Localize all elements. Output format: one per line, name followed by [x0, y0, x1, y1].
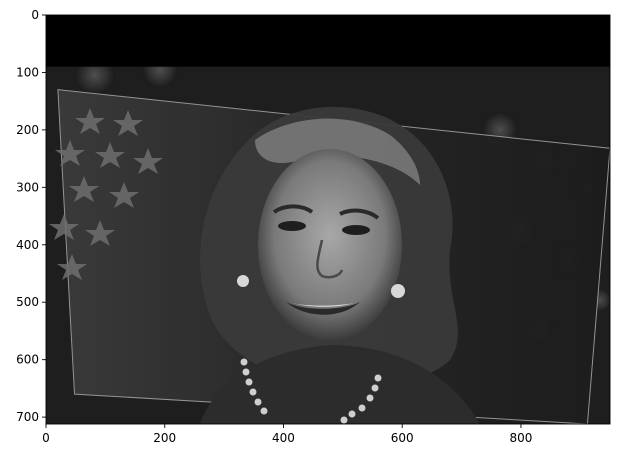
- right-eye: [342, 225, 370, 235]
- x-tick-label: 0: [42, 431, 50, 445]
- y-axis: 0 100 200 300 400 500 600 700: [16, 8, 46, 424]
- right-brow: [339, 208, 380, 220]
- left-eye: [278, 221, 306, 231]
- flag-stars: [49, 108, 163, 280]
- y-tick-label: 700: [16, 410, 39, 424]
- y-tick-label: 300: [16, 180, 39, 194]
- y-tick-label: 400: [16, 238, 39, 252]
- y-tick-label: 200: [16, 123, 39, 137]
- mouth: [286, 302, 360, 315]
- teeth: [292, 303, 354, 307]
- left-brow: [272, 204, 314, 214]
- y-tick-label: 100: [16, 65, 39, 79]
- right-earring: [391, 284, 405, 298]
- shoulders: [200, 345, 480, 424]
- x-tick-label: 200: [153, 431, 176, 445]
- face: [258, 149, 402, 341]
- x-tick-label: 400: [272, 431, 295, 445]
- x-axis: 0 200 400 600 800: [42, 424, 532, 445]
- black-band: [46, 15, 610, 67]
- pearl-necklace: [240, 358, 382, 424]
- y-tick-label: 0: [31, 8, 39, 22]
- nose: [316, 239, 344, 279]
- axes-frame: [45, 14, 611, 425]
- y-tick-label: 500: [16, 295, 39, 309]
- x-tick-label: 600: [391, 431, 414, 445]
- image-canvas: [46, 15, 610, 424]
- x-tick-label: 800: [509, 431, 532, 445]
- y-tick-label: 600: [16, 353, 39, 367]
- left-earring: [237, 275, 249, 287]
